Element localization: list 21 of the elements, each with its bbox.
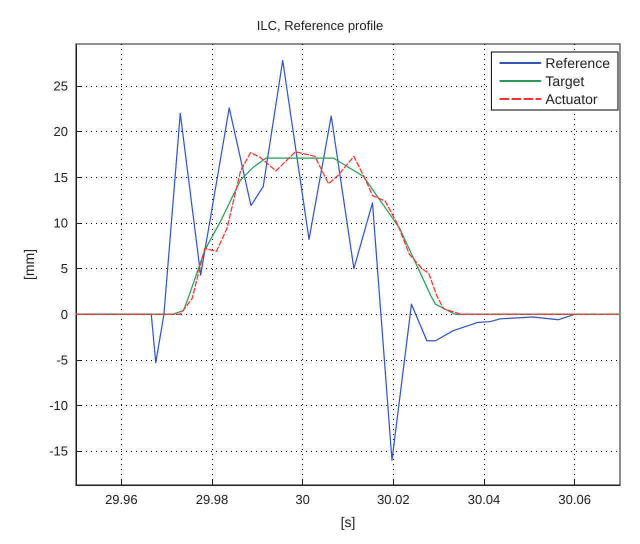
x-tick-label: 30 <box>295 492 310 507</box>
legend-label: Reference <box>545 55 610 71</box>
y-tick-label: 0 <box>60 306 68 322</box>
y-tick-label: 25 <box>54 78 68 94</box>
y-tick-label: 5 <box>60 261 68 276</box>
y-axis-title: [mm] <box>21 248 37 280</box>
x-tick-label: 30.06 <box>558 492 591 507</box>
x-tick-label: 30.02 <box>377 492 410 507</box>
x-tick-label: 29.96 <box>105 492 138 507</box>
x-tick-label: 30.04 <box>468 492 500 507</box>
chart-title: ILC, Reference profile <box>256 18 384 33</box>
y-tick-label: 10 <box>54 215 68 230</box>
y-tick-label: 20 <box>54 124 68 140</box>
legend-label: Actuator <box>545 91 598 107</box>
x-tick-label: 29.98 <box>196 492 228 507</box>
x-axis-title: [s] <box>340 514 356 530</box>
y-tick-label: -10 <box>49 398 68 414</box>
legend-label: Target <box>545 73 584 89</box>
y-tick-label: -15 <box>49 444 68 459</box>
y-tick-label: -5 <box>56 352 68 368</box>
y-tick-label: 15 <box>54 170 68 185</box>
